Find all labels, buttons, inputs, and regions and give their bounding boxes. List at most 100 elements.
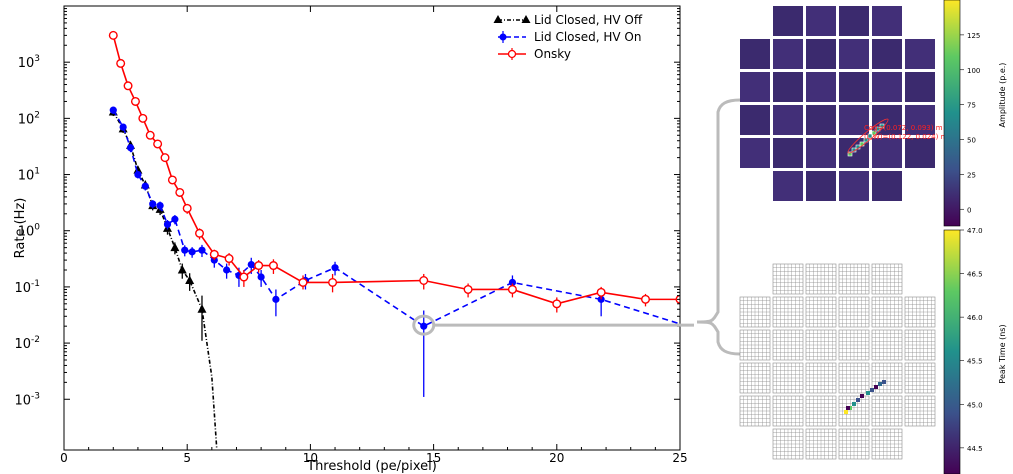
peak-time-colorbar-label: Peak Time (ns) — [998, 324, 1007, 383]
data-point — [331, 264, 339, 272]
data-point — [239, 272, 249, 282]
data-point — [156, 202, 164, 210]
y-tick-label: 10-1 — [14, 279, 40, 296]
data-point — [109, 106, 117, 114]
camera-module — [839, 72, 869, 102]
rate-vs-threshold-plot: 0 5 10 15 20 25 10-3 10-2 10-1 100 101 102 103 Thre… — [13, 5, 688, 474]
series-hv_on — [109, 106, 680, 397]
lit-pixel — [866, 391, 870, 395]
x-tick-label: 15 — [426, 451, 441, 465]
amplitude-colorbar-label: Amplitude (p.e.) — [998, 63, 1007, 128]
data-point — [419, 276, 429, 286]
data-point — [119, 123, 127, 131]
data-point — [185, 275, 195, 285]
hillas-cog-label: Cog=(0.072, 0.093) m — [864, 124, 943, 132]
colorbar-tick-label: 46.0 — [967, 314, 983, 322]
lit-pixel — [871, 130, 877, 136]
lit-pixel — [852, 402, 856, 406]
camera-module — [905, 39, 935, 69]
data-point — [149, 200, 157, 208]
data-point — [188, 248, 196, 256]
camera-module — [839, 105, 869, 135]
lit-pixel — [870, 388, 874, 392]
y-axis: 10-3 10-2 10-1 100 101 102 103 — [14, 8, 680, 408]
series-onsky — [108, 30, 680, 313]
camera-module — [740, 72, 770, 102]
data-point — [247, 260, 255, 269]
data-point — [133, 165, 143, 174]
camera-module — [872, 72, 902, 102]
series-layer — [108, 30, 680, 450]
camera-module — [905, 138, 935, 168]
camera-module — [806, 138, 836, 168]
series-line-onsky — [112, 35, 680, 305]
colorbar-tick-label: 45.0 — [967, 401, 983, 409]
data-point — [507, 284, 517, 294]
colorbar-tick-label: 25 — [967, 171, 976, 179]
legend-label-onsky: Onsky — [534, 47, 571, 61]
y-tick-label: 10-3 — [14, 391, 40, 408]
peak-time-colorbar: 47.0 46.5 46.0 45.5 45.0 44.5 Peak Time (ns) — [943, 227, 1007, 474]
camera-module — [905, 72, 935, 102]
camera-module — [806, 171, 836, 201]
lit-pixel — [856, 398, 860, 402]
data-point — [145, 130, 155, 140]
camera-module — [839, 39, 869, 69]
data-point — [170, 242, 180, 252]
x-tick-label: 20 — [549, 451, 564, 465]
camera-module — [740, 138, 770, 168]
data-point — [195, 228, 205, 238]
lit-pixel — [844, 410, 848, 414]
lit-pixel — [846, 406, 850, 410]
colorbar-tick-label: 45.5 — [967, 358, 983, 366]
data-point — [134, 170, 142, 179]
lit-pixel — [878, 382, 882, 386]
colorbar-tick-label: 44.5 — [967, 445, 983, 453]
data-point — [298, 277, 308, 287]
data-point — [116, 58, 126, 68]
lit-pixel — [863, 137, 869, 143]
data-point — [268, 261, 278, 271]
camera-module — [806, 72, 836, 102]
lit-pixel — [882, 380, 886, 384]
peak-time-colorbar-ticks: 47.0 46.5 46.0 45.5 45.0 44.5 — [960, 227, 983, 453]
data-point — [257, 273, 265, 281]
camera-module — [773, 72, 803, 102]
x-axis: 0 5 10 15 20 25 — [60, 6, 688, 465]
colorbar-tick-label: 100 — [967, 67, 980, 75]
hillas-lw-label: (L,W)=(0.122, 0.024) m — [864, 133, 948, 141]
hillas-overlay: Cog=(0.072, 0.093) m (L,W)=(0.122, 0.024… — [847, 118, 948, 154]
data-point — [420, 322, 428, 330]
data-point — [254, 261, 264, 271]
data-point — [198, 246, 206, 254]
camera-module — [872, 6, 902, 36]
camera-module — [773, 6, 803, 36]
data-point — [153, 139, 163, 149]
y-axis-label: Rate (Hz) — [13, 198, 28, 259]
data-point — [328, 277, 338, 287]
data-point — [552, 299, 562, 309]
x-tick-label: 10 — [303, 451, 318, 465]
y-tick-label: 103 — [18, 54, 40, 71]
lit-pixel — [860, 394, 864, 398]
data-point — [272, 295, 280, 303]
data-point — [596, 287, 606, 297]
data-point — [175, 187, 185, 197]
camera-module — [806, 39, 836, 69]
data-point — [167, 175, 177, 185]
data-point — [508, 278, 517, 287]
lit-pixel — [874, 385, 878, 389]
camera-module — [773, 39, 803, 69]
data-point — [463, 284, 473, 294]
legend-entry-onsky: Onsky — [498, 47, 571, 61]
legend-label-hv-on: Lid Closed, HV On — [534, 30, 641, 44]
lit-pixel — [875, 126, 881, 132]
data-point — [177, 264, 187, 274]
amplitude-colorbar: 125 100 75 50 25 0 Amplitude (p.e.) — [943, 0, 1007, 227]
lit-pixel — [867, 133, 873, 139]
y-tick-label: 101 — [18, 167, 40, 184]
y-tick-label: 100 — [18, 223, 41, 240]
data-point — [160, 153, 170, 163]
data-point — [141, 182, 149, 190]
